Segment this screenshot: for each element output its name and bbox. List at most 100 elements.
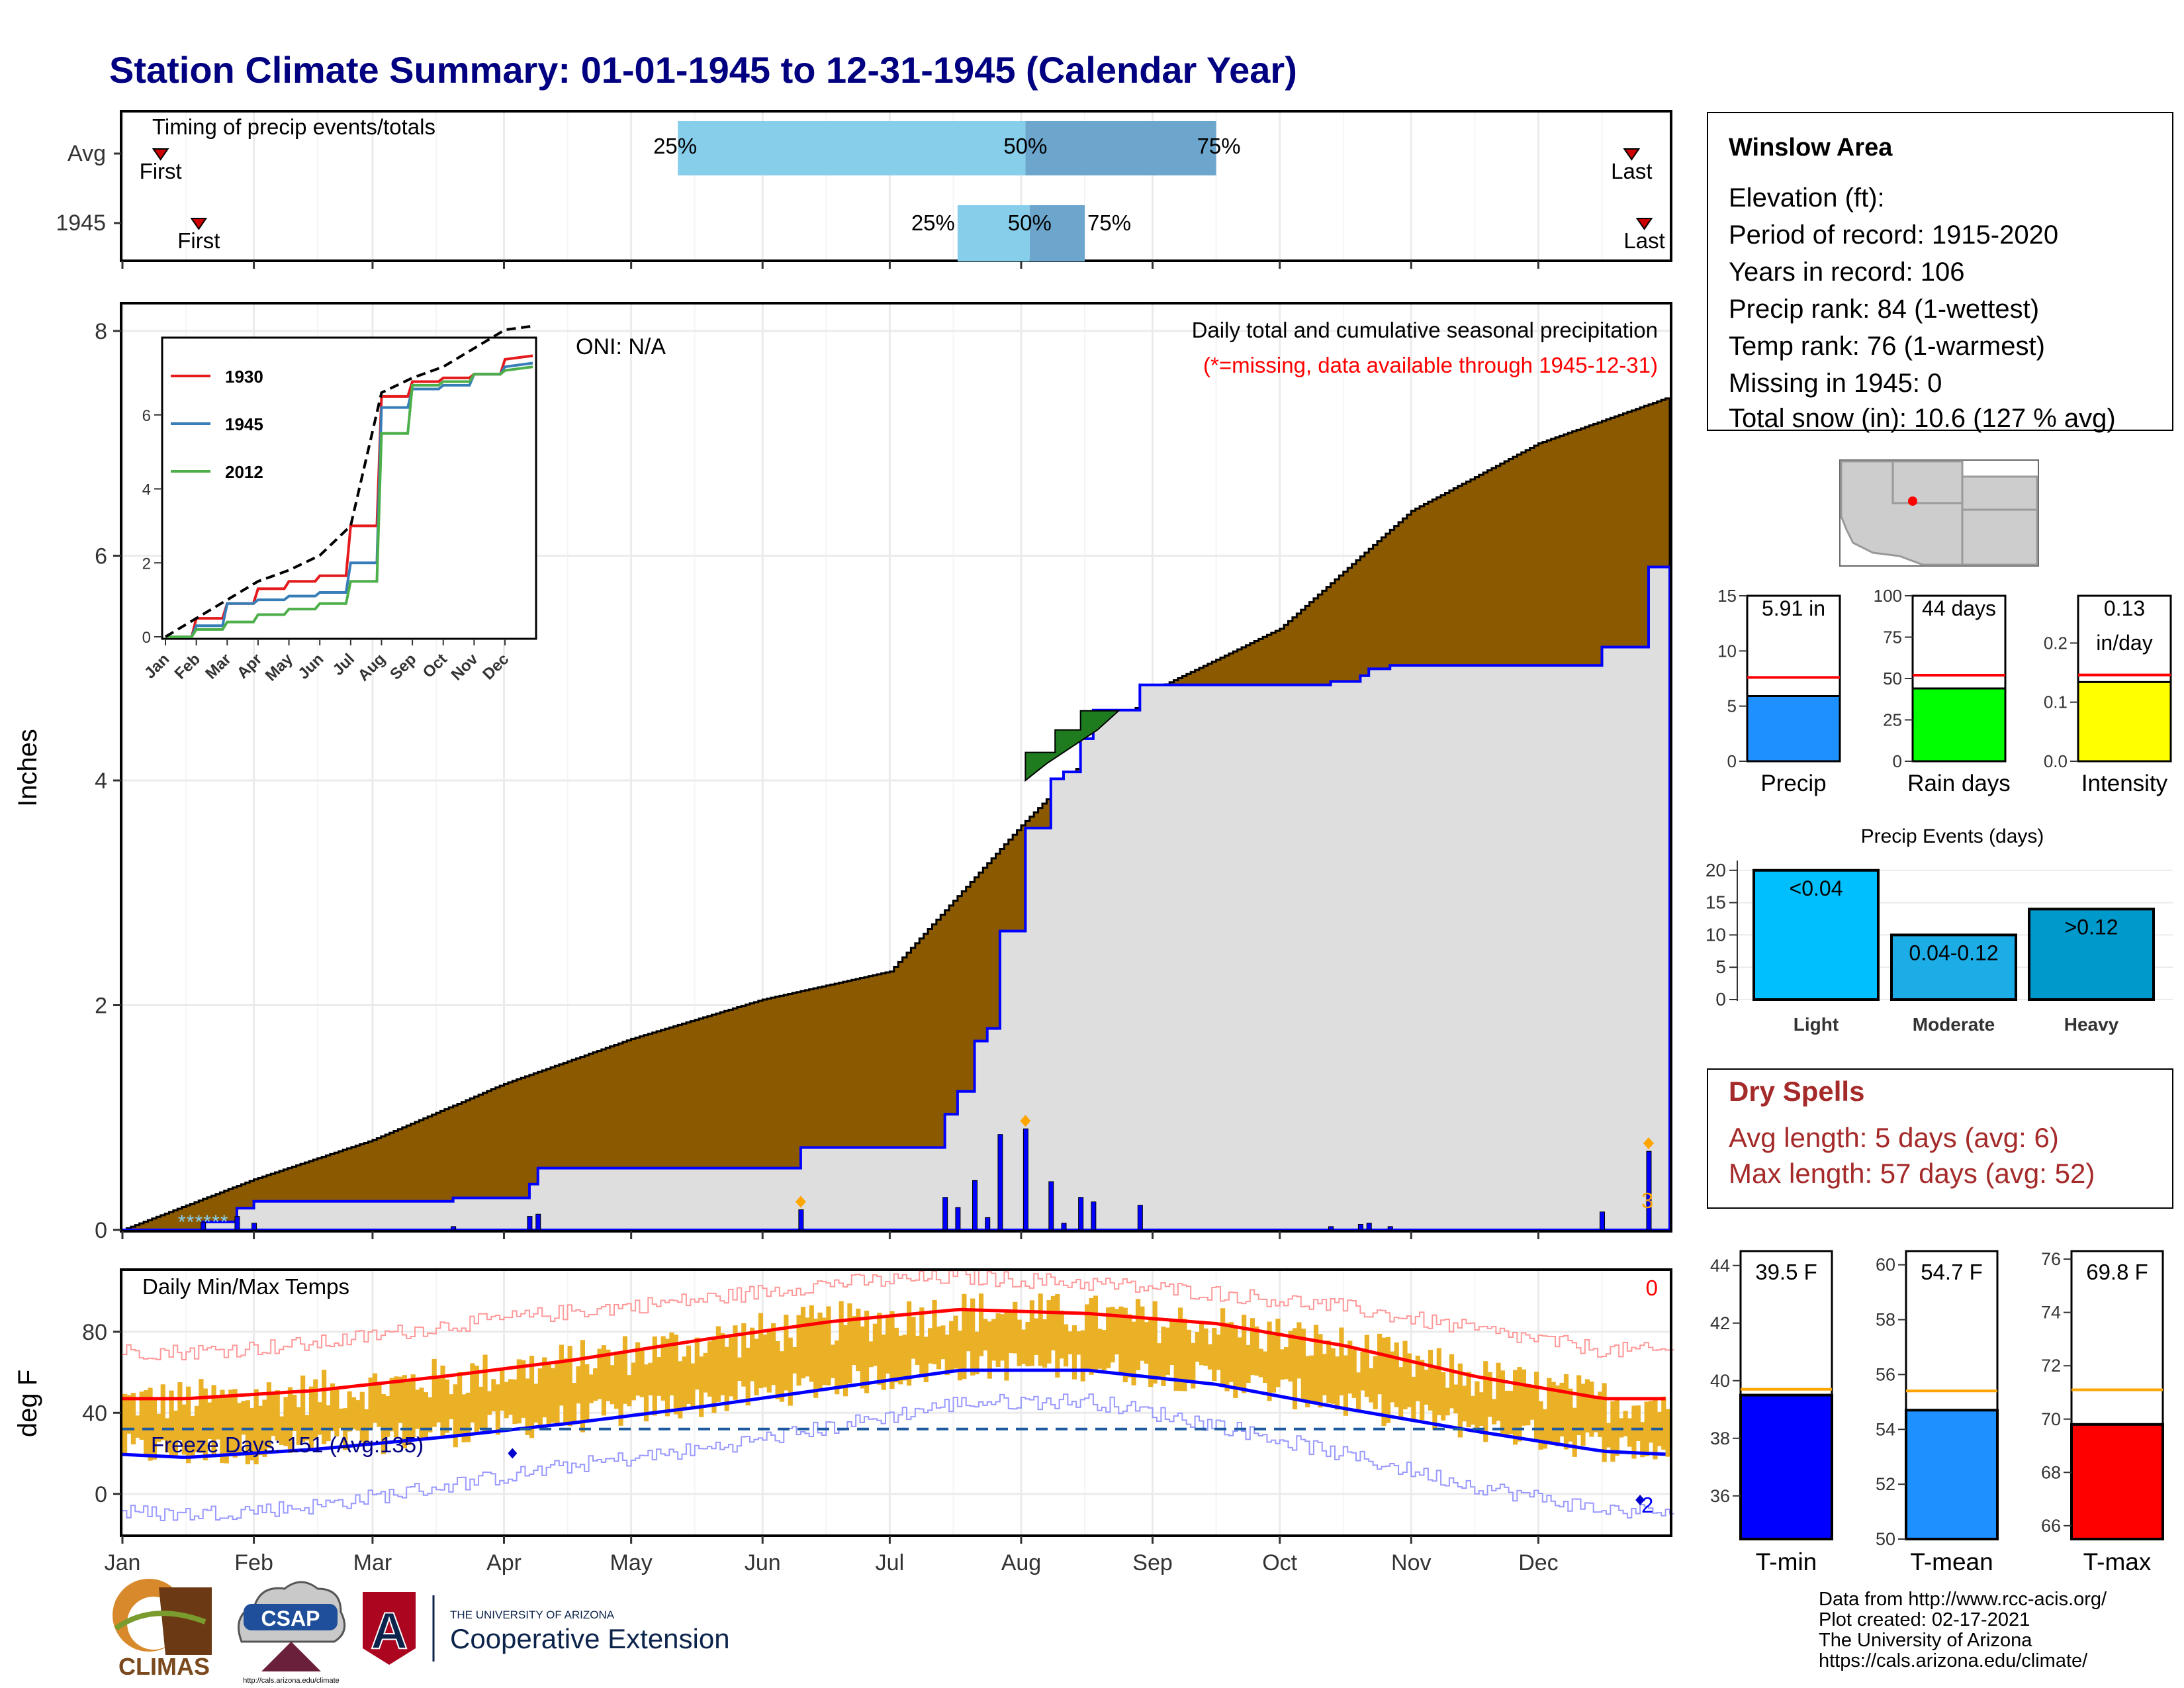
daily-temp-bar [1475, 1381, 1480, 1431]
daily-temp-bar [588, 1374, 594, 1403]
daily-temp-bar [156, 1413, 161, 1442]
temp-bar-tick-label: 50 [1876, 1529, 1895, 1549]
daily-temp-bar [1394, 1342, 1399, 1407]
mini-bar-tick-label: 0.2 [2044, 633, 2068, 653]
ua-logo-shield [363, 1592, 416, 1665]
daily-temp-bar [1580, 1383, 1586, 1446]
events-bars: 0 5 10 15 20 <0.04 Light 0.04-0.12 Moderate >0.12… [1706, 860, 2173, 1035]
daily-temp-bar [1309, 1355, 1314, 1402]
daily-precip-bar [972, 1180, 978, 1231]
month-label: Nov [1391, 1550, 1431, 1575]
daily-temp-bar [872, 1323, 878, 1366]
timing-panel: Timing of precip events/totals Avg 1945 … [56, 110, 1672, 262]
daily-temp-bar [694, 1337, 700, 1390]
temp-bar-value [1739, 1393, 1833, 1540]
daily-temp-bar [300, 1376, 306, 1442]
daily-temp-bar [983, 1319, 988, 1351]
legend-label-1930: 1930 [225, 367, 263, 387]
daily-temp-bar [584, 1364, 590, 1421]
daily-temp-bar [1462, 1385, 1467, 1422]
precip-y-tick-label: 4 [95, 769, 107, 794]
daily-temp-bar [923, 1336, 929, 1383]
daily-temp-bar [135, 1415, 140, 1438]
daily-temp-bar [500, 1368, 505, 1411]
daily-temp-bar [440, 1365, 445, 1439]
daily-temp-bar [1267, 1321, 1272, 1401]
temp-bar-tick-label: 76 [2041, 1249, 2061, 1269]
snow-asterisk: * [203, 1211, 211, 1233]
events-y-tick-label: 5 [1715, 957, 1726, 977]
inset-series-line [165, 361, 533, 638]
daily-temp-bar [546, 1362, 551, 1427]
daily-temp-bar [1364, 1335, 1370, 1397]
daily-temp-bar [1148, 1317, 1154, 1387]
daily-temp-bar [1008, 1310, 1013, 1354]
daily-temp-bar [949, 1321, 954, 1371]
first-event-label: First [140, 159, 182, 183]
daily-temp-bar [449, 1394, 454, 1419]
daily-temp-bar [1021, 1329, 1026, 1364]
mini-bar-value-label: 0.13 [2104, 596, 2145, 620]
mini-bar-value [1746, 695, 1841, 763]
daily-temp-bar [257, 1405, 263, 1456]
daily-temp-bar [664, 1338, 670, 1417]
daily-temp-bar [232, 1389, 238, 1458]
daily-temp-bar [355, 1400, 361, 1431]
daily-temp-bar [1161, 1327, 1166, 1386]
csap-logo-text: CSAP [261, 1607, 320, 1630]
temp-frame [120, 1268, 1672, 1537]
daily-temp-bar [796, 1315, 801, 1386]
daily-temp-bar [1504, 1390, 1510, 1435]
mini-bar-tick-label: 100 [1874, 586, 1902, 606]
daily-temp-bar [835, 1340, 840, 1395]
daily-temp-bar [1466, 1372, 1471, 1428]
timing-title: Timing of precip events/totals [152, 115, 435, 139]
daily-temp-bar [826, 1306, 831, 1385]
events-bar-label: Light [1794, 1014, 1839, 1035]
daily-temp-bar [1237, 1337, 1242, 1390]
daily-temp-bar [1529, 1386, 1535, 1420]
daily-temp-bar [347, 1391, 352, 1432]
daily-precip-bar [451, 1226, 457, 1231]
timing-p25-label: 25% [653, 134, 697, 158]
daily-temp-bar [465, 1392, 471, 1442]
daily-temp-bar [1406, 1353, 1412, 1407]
temp-bar-value-label: 69.8 F [2086, 1260, 2148, 1284]
daily-temp-bar [495, 1384, 500, 1435]
info-missing: Missing in 1945: 0 [1729, 369, 1942, 398]
inset-x-label: Aug [355, 650, 389, 684]
daily-temp-bar [784, 1315, 789, 1391]
events-bar-value: >0.12 [2065, 915, 2118, 939]
daily-temp-bar [1576, 1375, 1582, 1436]
daily-temp-bar [1415, 1355, 1420, 1401]
daily-temp-bar [275, 1390, 280, 1441]
daily-temp-bar [686, 1345, 692, 1404]
daily-temp-bar [245, 1400, 250, 1465]
ua-logo-small-text: THE UNIVERSITY OF ARIZONA [450, 1609, 615, 1621]
daily-temp-bar [207, 1402, 212, 1440]
daily-temp-bar [1589, 1382, 1594, 1437]
daily-temp-bar [1500, 1370, 1505, 1436]
daily-temp-bar [1445, 1387, 1450, 1416]
daily-temp-bar [1169, 1319, 1175, 1366]
daily-temp-bar [1351, 1349, 1357, 1398]
daily-temp-bar [165, 1418, 170, 1453]
temp-y-label: deg F [13, 1370, 42, 1437]
daily-precip-bar [1600, 1211, 1606, 1231]
daily-temp-bar [1165, 1327, 1170, 1376]
daily-temp-bar [1186, 1329, 1191, 1382]
daily-temp-bar [508, 1379, 514, 1415]
daily-temp-bar [885, 1314, 891, 1374]
month-label: May [610, 1550, 653, 1575]
daily-temp-bar [1029, 1300, 1034, 1366]
daily-temp-bar [1432, 1368, 1437, 1430]
station-location-dot [1908, 496, 1917, 506]
info-snow: Total snow (in): 10.6 (127 % avg) [1729, 404, 2116, 433]
daily-temp-bar [516, 1359, 522, 1424]
obs-cumulative-area [122, 565, 1671, 1231]
dry-spells-max: Max length: 57 days (avg: 52) [1729, 1158, 2095, 1189]
daily-temp-bar [567, 1346, 572, 1427]
temp-bar-tick-label: 60 [1876, 1255, 1895, 1275]
daily-temp-bar [537, 1368, 543, 1427]
